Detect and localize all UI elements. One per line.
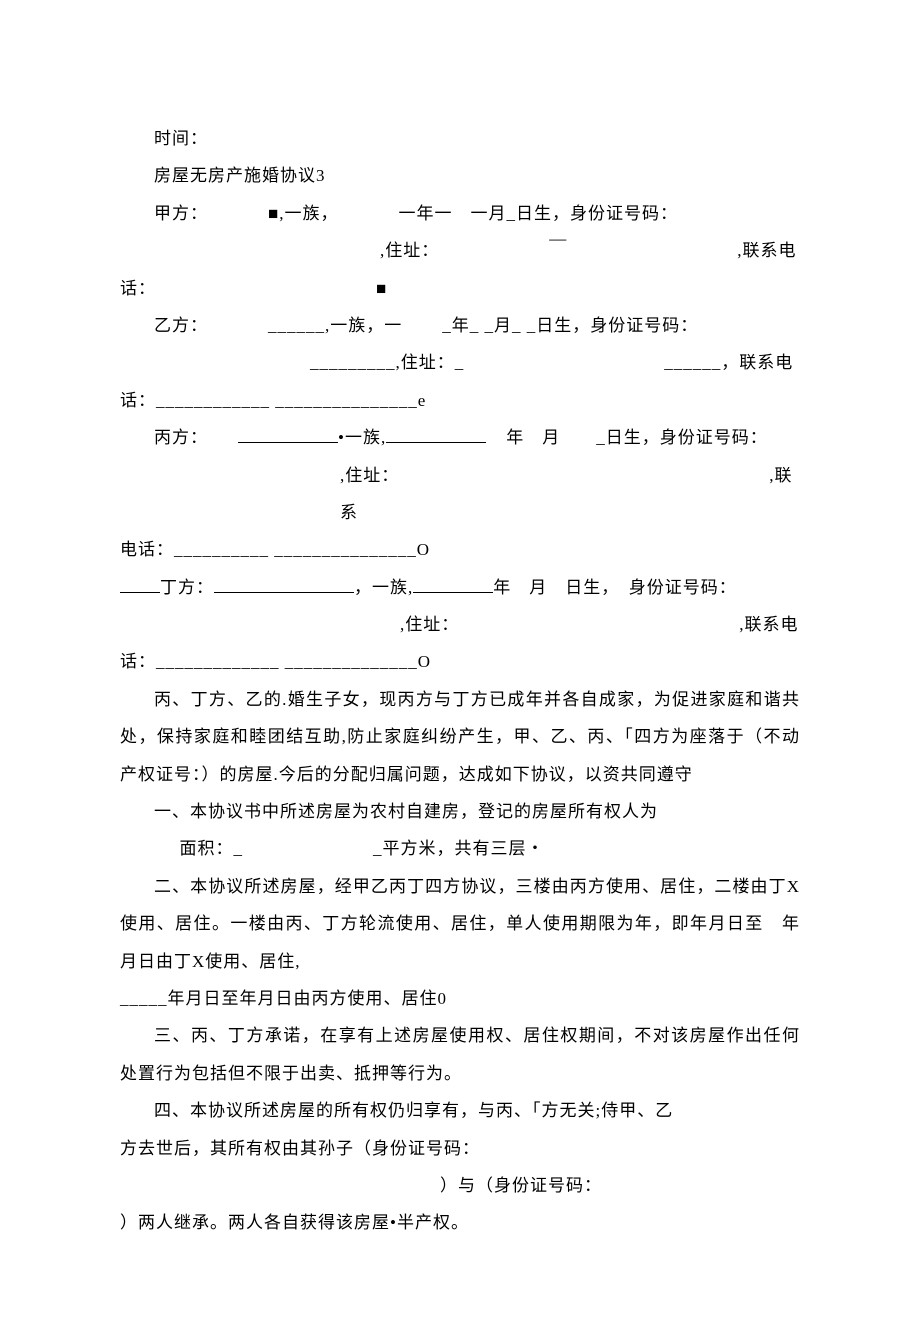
party-d-addr: ,住址： [400,615,459,634]
party-c-contact: ,联系 [340,466,793,522]
party-c-line1: 丙方： •一族, 年 月 _日生，身份证号码： [120,419,800,456]
party-b-line1: 乙方： ______,一族，一 _年_ _月_ _日生，身份证号码： [120,307,800,344]
area-unit: _平方米，共有三层・ [373,839,545,858]
party-a-contact: ,联系电 [737,241,796,260]
party-b-line3: 话：____________ _______________e [120,382,800,419]
party-d-line1: 丁方： ，一族, 年 月 日生， 身份证号码： [120,569,800,606]
party-a-addr-label: ,住址： [380,241,439,260]
party-a-tel-mark: ■ [376,279,387,298]
party-d-line2: ,住址： ,联系电 [120,606,800,643]
paragraph-2a: 一、本协议书中所述房屋为农村自建房，登记的房屋所有权人为 [120,793,800,830]
party-b-tel: 话：____________ _______________e [120,391,426,410]
party-d-seg1: ，一族, [354,578,413,597]
party-c-seg2: 年 月 _日生，身份证号码： [506,428,768,447]
party-b-addr: _________,住址：_ [310,353,464,372]
party-d-contact: ,联系电 [739,615,798,634]
paragraph-2b: 面积：_ _平方米，共有三层・ [120,830,800,867]
paragraph-1: 丙、丁方、乙的.婚生子女，现丙方与丁方已成年并各自成家，为促进家庭和谐共处，保持… [120,681,800,793]
party-a-seg2: 一年一 一月_日生，身份证号码： [399,204,679,223]
paragraph-5a: 四、本协议所述房屋的所有权仍归享有，与丙、「方无关;侍甲、乙 [120,1092,800,1129]
party-a-line1: 甲方： ■,一族， 一年一 一月_日生，身份证号码： [120,195,800,232]
paragraph-5c: ）与（身份证号码： [120,1167,800,1204]
party-b-seg2: _年_ _月_ _日生，身份证号码： [442,316,698,335]
party-d-tel: 话：_____________ ______________O [120,652,431,671]
party-a-seg1: ■,一族， [268,204,339,223]
party-c-addr: ,住址： [340,466,399,485]
paragraph-3a: 二、本协议所述房屋，经甲乙丙丁四方协议，三楼由丙方使用、居住，二楼由丁X使用、居… [120,868,800,980]
party-b-contact: ______，联系电 [664,353,793,372]
area-label: 面积：_ [180,839,244,858]
doc-title: 房屋无房产施婚协议3 [120,157,800,194]
party-b-label: 乙方： [154,316,208,335]
paragraph-5b: 方去世后，其所有权由其孙子（身份证号码： [120,1130,800,1167]
party-d-label: 丁方： [160,578,214,597]
paragraph-4: 三、丙、丁方承诺，在享有上述房屋使用权、居住权期间，不对该房屋作出任何处置行为包… [120,1017,800,1092]
party-a-tel-label: 话： [120,279,156,298]
party-c-label: 丙方： [154,428,208,447]
time-label: 时间： [120,120,800,157]
party-c-seg1: •一族, [338,428,386,447]
party-b-line2: _________,住址：_ ______，联系电 [120,344,800,381]
party-d-seg2: 年 月 日生， 身份证号码： [493,578,737,597]
party-d-line3: 话：_____________ ______________O [120,643,800,680]
party-a-line3: 话： ■ [120,270,800,307]
paragraph-5d: ）两人继承。两人各自获得该房屋•半产权。 [120,1204,800,1241]
party-c-tel: 电话：__________ _______________O [120,540,430,559]
party-a-line2: ,住址： — ,联系电 [120,232,800,269]
party-c-line2: ,住址：,联系 [120,457,800,532]
paragraph-3b: _____年月日至年月日由丙方使用、居住0 [120,980,800,1017]
party-c-line3: 电话：__________ _______________O [120,531,800,568]
party-b-seg1: ______,一族，一 [268,316,402,335]
party-a-label: 甲方： [154,204,208,223]
party-a-dash: — [549,229,567,248]
